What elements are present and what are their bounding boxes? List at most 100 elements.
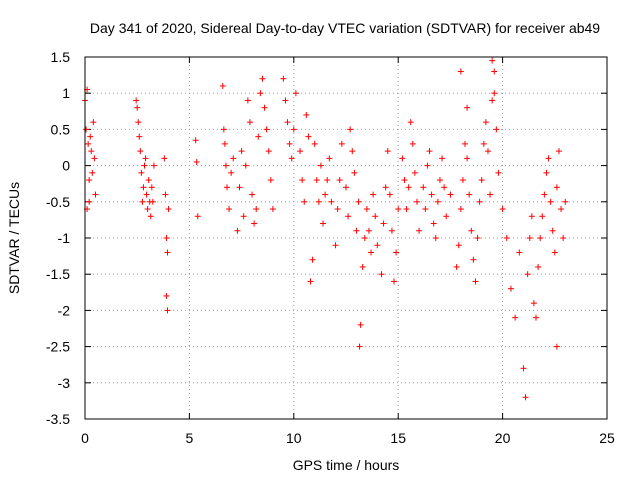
data-point	[303, 111, 310, 118]
data-point	[399, 155, 406, 162]
data-point	[533, 314, 540, 321]
data-point	[395, 206, 402, 213]
data-point	[489, 97, 496, 104]
data-point	[401, 177, 408, 184]
data-point	[219, 82, 226, 89]
data-point	[382, 184, 389, 191]
data-point	[290, 126, 297, 133]
data-point	[267, 177, 274, 184]
data-point	[526, 235, 533, 241]
data-point	[453, 263, 460, 270]
data-points	[82, 57, 569, 401]
data-point	[238, 148, 245, 155]
data-point	[428, 191, 435, 198]
data-point	[234, 227, 241, 234]
data-point	[524, 271, 531, 278]
data-point	[263, 126, 270, 133]
data-point	[455, 242, 462, 249]
data-point	[141, 162, 148, 169]
data-point	[307, 278, 314, 285]
data-point	[405, 184, 412, 191]
data-point	[88, 148, 95, 155]
data-point	[90, 119, 97, 126]
data-point	[416, 227, 423, 234]
data-point	[393, 249, 400, 256]
data-point	[345, 213, 352, 220]
data-point	[359, 263, 366, 270]
data-point	[269, 206, 276, 213]
data-point	[424, 162, 431, 169]
data-point	[457, 68, 464, 75]
data-point	[413, 198, 420, 205]
data-point	[320, 220, 327, 227]
data-point	[420, 184, 427, 191]
data-point	[426, 148, 433, 155]
data-point	[336, 177, 343, 184]
data-point	[297, 148, 304, 155]
grid	[85, 57, 607, 419]
y-axis-label: SDTVAR / TECUs	[6, 182, 22, 294]
data-point	[353, 227, 360, 234]
data-point	[466, 191, 473, 198]
data-point	[83, 126, 90, 133]
data-point	[409, 140, 416, 147]
plot-frame	[84, 56, 608, 420]
data-point	[326, 155, 333, 162]
data-point	[478, 177, 485, 184]
data-point	[384, 148, 391, 155]
data-point	[261, 104, 268, 111]
data-point	[230, 155, 237, 162]
data-point	[464, 155, 471, 162]
y-tick-label: -2.5	[46, 339, 70, 355]
data-point	[92, 191, 99, 198]
data-point	[357, 321, 364, 328]
data-point	[299, 177, 306, 184]
data-point	[484, 148, 491, 155]
data-point	[143, 191, 150, 198]
data-point	[351, 169, 358, 176]
data-point	[220, 126, 227, 133]
x-tick-label: 5	[186, 430, 194, 446]
y-tick-label: -1	[58, 230, 71, 246]
data-point	[380, 220, 387, 227]
y-tick-label: -2	[58, 302, 71, 318]
data-point	[313, 177, 320, 184]
data-point	[439, 155, 446, 162]
data-point	[422, 206, 429, 213]
data-point	[292, 90, 299, 97]
x-tick-label: 10	[286, 430, 302, 446]
data-point	[135, 119, 142, 126]
data-point	[288, 155, 295, 162]
data-point	[311, 140, 318, 147]
data-point	[541, 191, 548, 198]
data-point	[530, 300, 537, 307]
data-point	[347, 126, 354, 133]
data-point	[257, 90, 264, 97]
data-point	[462, 140, 469, 147]
data-point	[163, 292, 170, 299]
x-tick-label: 15	[390, 430, 406, 446]
data-point	[464, 104, 471, 111]
data-point	[535, 263, 542, 270]
data-point	[144, 206, 151, 213]
data-point	[474, 235, 481, 241]
data-point	[194, 213, 201, 220]
data-point	[512, 314, 519, 321]
data-point	[457, 206, 464, 213]
data-point	[255, 133, 262, 140]
data-point	[480, 140, 487, 147]
data-point	[370, 191, 377, 198]
data-point	[134, 104, 141, 111]
data-point	[482, 119, 489, 126]
y-tick-labels: 1.5 1 0.5 0 -0.5 -1 -1.5 -2 -2.5 -3 -3.5	[46, 49, 70, 427]
data-point	[133, 97, 140, 104]
data-point	[282, 97, 289, 104]
data-point	[430, 220, 437, 227]
y-tick-label: -3.5	[46, 411, 70, 427]
data-point	[407, 119, 414, 126]
data-point	[140, 184, 147, 191]
data-point	[491, 90, 498, 97]
x-tick-label: 20	[495, 430, 511, 446]
data-point	[162, 191, 169, 198]
